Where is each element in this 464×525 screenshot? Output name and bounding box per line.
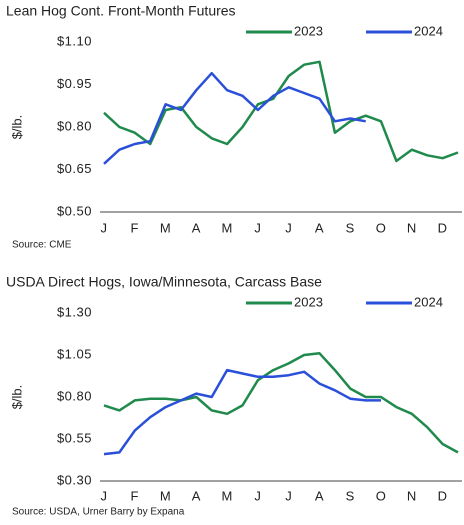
y-tick-label: $0.55 xyxy=(57,430,92,445)
x-tick-label: M xyxy=(221,220,232,235)
x-tick-label: J xyxy=(254,488,261,503)
y-tick-label: $1.05 xyxy=(57,346,92,361)
x-tick-label: A xyxy=(315,220,324,235)
x-tick-label: M xyxy=(160,488,171,503)
x-tick-label: D xyxy=(438,220,448,235)
y-tick-label: $0.80 xyxy=(57,388,92,403)
x-tick-label: O xyxy=(376,488,387,503)
source: Source: USDA, Urner Barry by Expana xyxy=(12,507,185,518)
legend-label: 2024 xyxy=(414,23,443,38)
y-tick-label: $0.95 xyxy=(57,76,92,91)
y-tick-label: $0.65 xyxy=(57,161,92,176)
x-tick-label: M xyxy=(221,488,232,503)
y-axis-label: $/lb. xyxy=(9,385,24,410)
x-tick-label: M xyxy=(160,220,171,235)
legend-label: 2024 xyxy=(414,294,443,309)
x-tick-label: F xyxy=(131,220,139,235)
chart-title: USDA Direct Hogs, Iowa/Minnesota, Carcas… xyxy=(6,274,322,290)
x-tick-label: J xyxy=(254,220,261,235)
x-tick-label: J xyxy=(101,488,108,503)
x-tick-label: J xyxy=(101,220,108,235)
y-axis-label: $/lb. xyxy=(9,115,24,140)
y-tick-label: $1.30 xyxy=(57,304,92,319)
series-line xyxy=(103,71,366,165)
x-tick-label: S xyxy=(346,220,355,235)
x-tick-label: A xyxy=(315,488,324,503)
x-tick-label: J xyxy=(285,488,292,503)
series-line xyxy=(103,60,459,163)
x-tick-label: A xyxy=(192,488,201,503)
legend-label: 2023 xyxy=(294,294,323,309)
series-line xyxy=(103,352,459,454)
series-line xyxy=(103,368,381,456)
x-tick-label: A xyxy=(192,220,201,235)
chart-title: Lean Hog Cont. Front-Month Futures xyxy=(6,3,236,19)
x-tick-label: J xyxy=(285,220,292,235)
x-tick-label: S xyxy=(346,488,355,503)
legend-label: 2023 xyxy=(294,23,323,38)
y-tick-label: $0.80 xyxy=(57,118,92,133)
source: Source: CME xyxy=(12,240,72,251)
x-tick-label: F xyxy=(131,488,139,503)
x-tick-label: D xyxy=(438,488,448,503)
y-tick-label: $0.30 xyxy=(57,472,92,487)
y-tick-label: $1.10 xyxy=(57,33,92,48)
x-tick-label: N xyxy=(407,488,417,503)
x-tick-label: O xyxy=(376,220,387,235)
y-tick-label: $0.50 xyxy=(57,203,92,218)
x-tick-label: N xyxy=(407,220,417,235)
